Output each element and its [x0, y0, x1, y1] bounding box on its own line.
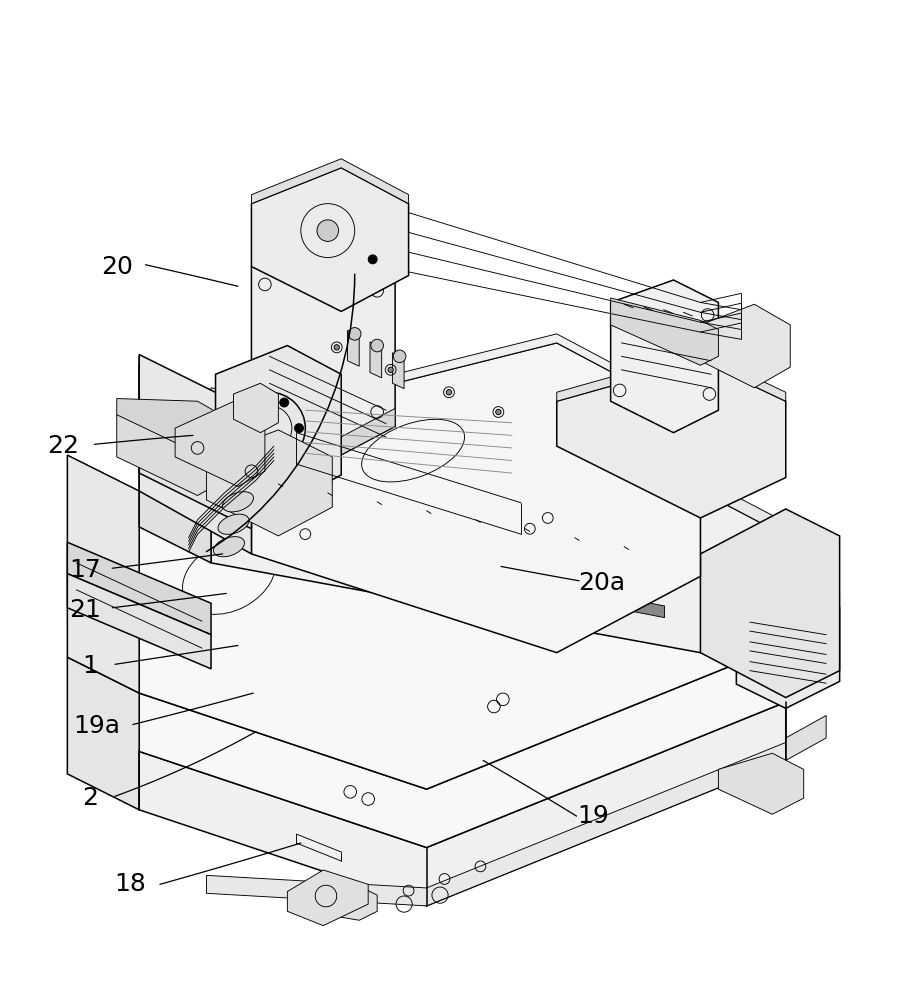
Circle shape — [235, 424, 244, 433]
Circle shape — [317, 220, 339, 241]
Circle shape — [279, 398, 288, 407]
Polygon shape — [736, 581, 840, 708]
Circle shape — [250, 449, 259, 458]
Polygon shape — [718, 753, 804, 814]
Circle shape — [388, 367, 393, 372]
Text: 2: 2 — [82, 786, 98, 810]
Ellipse shape — [214, 537, 244, 557]
Polygon shape — [139, 355, 251, 484]
Polygon shape — [251, 233, 395, 460]
Circle shape — [496, 409, 501, 415]
Polygon shape — [207, 742, 786, 906]
Polygon shape — [370, 342, 382, 378]
Polygon shape — [392, 353, 404, 389]
Polygon shape — [251, 343, 700, 653]
Polygon shape — [557, 352, 786, 401]
Polygon shape — [139, 491, 786, 789]
Text: 19: 19 — [577, 804, 609, 828]
Polygon shape — [139, 365, 211, 563]
Polygon shape — [251, 334, 700, 419]
Text: 21: 21 — [69, 598, 101, 622]
Polygon shape — [287, 870, 368, 926]
Polygon shape — [216, 346, 341, 504]
Ellipse shape — [223, 492, 253, 512]
Text: 17: 17 — [69, 558, 101, 582]
Polygon shape — [251, 401, 332, 460]
Circle shape — [368, 255, 377, 264]
Circle shape — [295, 424, 304, 433]
Polygon shape — [611, 298, 718, 365]
Text: 1: 1 — [82, 654, 98, 678]
Polygon shape — [251, 168, 409, 311]
Circle shape — [250, 398, 259, 407]
Polygon shape — [67, 657, 139, 810]
Polygon shape — [233, 383, 278, 433]
Polygon shape — [305, 886, 377, 920]
Circle shape — [334, 345, 339, 350]
Polygon shape — [139, 702, 786, 906]
Polygon shape — [736, 567, 840, 608]
Text: 20a: 20a — [578, 571, 625, 595]
Polygon shape — [139, 356, 251, 554]
Circle shape — [393, 350, 406, 363]
Polygon shape — [557, 361, 786, 518]
Polygon shape — [67, 574, 211, 669]
Circle shape — [279, 449, 288, 458]
Polygon shape — [67, 542, 211, 635]
Polygon shape — [211, 388, 786, 536]
Polygon shape — [207, 430, 332, 536]
Text: 18: 18 — [114, 872, 146, 896]
Polygon shape — [175, 399, 265, 487]
Polygon shape — [211, 401, 786, 653]
Ellipse shape — [218, 514, 249, 534]
Polygon shape — [117, 415, 229, 496]
Text: 20: 20 — [101, 255, 133, 279]
Text: 19a: 19a — [74, 714, 120, 738]
Polygon shape — [269, 529, 665, 618]
Polygon shape — [269, 463, 665, 552]
Polygon shape — [139, 453, 251, 529]
Circle shape — [348, 328, 361, 340]
Polygon shape — [67, 455, 139, 693]
Circle shape — [371, 339, 383, 352]
Polygon shape — [332, 408, 395, 460]
Polygon shape — [700, 304, 790, 388]
Polygon shape — [139, 644, 786, 848]
Polygon shape — [611, 280, 718, 433]
Polygon shape — [117, 399, 229, 453]
Polygon shape — [786, 716, 826, 760]
Polygon shape — [251, 159, 409, 204]
Polygon shape — [700, 509, 840, 698]
Circle shape — [446, 390, 452, 395]
Text: 22: 22 — [47, 434, 79, 458]
Polygon shape — [348, 330, 359, 366]
